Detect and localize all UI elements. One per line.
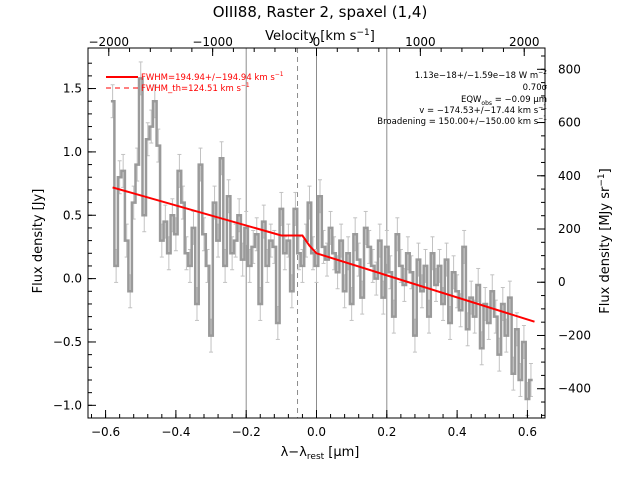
- legend: FWHM=194.94+/−194.94 km s−1 FWHM_th=124.…: [106, 71, 284, 94]
- y-axis-label: Flux density [Jy]: [31, 189, 46, 294]
- fit-annotations: 1.13e−18+/−1.59e−18 W m−2 0.70σ EQWobs =…: [377, 69, 547, 127]
- y-tick-label-4: 1.0: [63, 145, 82, 159]
- legend-fit-label: FWHM=194.94+/−194.94 km s−1: [141, 71, 284, 83]
- legend-fwhm-th-label: FWHM_th=124.51 km s−1: [141, 82, 250, 94]
- right-axis-label: Flux density [MJy sr−1]: [597, 168, 613, 313]
- x-axis-label: λ−λrest [μm]: [281, 445, 360, 462]
- y-tick-label-5: 1.5: [63, 82, 82, 96]
- right-tick-label-3: 200: [558, 222, 581, 236]
- x-tick-label-0: −0.6: [91, 425, 120, 439]
- right-tick-label-6: 800: [558, 62, 581, 76]
- top-axis-label: Velocity [km s−1]: [265, 28, 375, 44]
- annotation-sigma: 0.70σ: [523, 83, 548, 93]
- x-tick-label-6: 0.6: [518, 425, 537, 439]
- top-tick-label-1: −1000: [192, 35, 233, 49]
- right-tick-label-4: 400: [558, 169, 581, 183]
- x-tick-label-4: 0.2: [377, 425, 396, 439]
- right-tick-label-0: −400: [558, 382, 591, 396]
- x-tick-label-1: −0.4: [161, 425, 190, 439]
- x-tick-label-2: −0.2: [232, 425, 261, 439]
- annotation-eqw: EQWobs = −0.09 μm: [461, 95, 547, 107]
- top-tick-label-2: 0: [313, 35, 321, 49]
- top-tick-label-4: 2000: [509, 35, 540, 49]
- x-tick-label-3: 0.0: [307, 425, 326, 439]
- x-tick-label-5: 0.4: [448, 425, 467, 439]
- annotation-velocity: v = −174.53+/−17.44 km s−1: [419, 104, 547, 116]
- right-tick-label-5: 600: [558, 116, 581, 130]
- top-tick-label-0: −2000: [88, 35, 129, 49]
- y-tick-label-2: 0.0: [63, 272, 82, 286]
- y-tick-label-1: −0.5: [53, 335, 82, 349]
- right-tick-label-2: 0: [558, 275, 566, 289]
- annotation-broadening: Broadening = 150.00+/−150.00 km s−1: [377, 115, 547, 127]
- annotation-line-flux: 1.13e−18+/−1.59e−18 W m−2: [415, 69, 547, 81]
- y-tick-label-3: 0.5: [63, 208, 82, 222]
- chart-title: OIII88, Raster 2, spaxel (1,4): [213, 3, 428, 21]
- fit-line: [112, 186, 535, 323]
- y-tick-label-0: −1.0: [53, 398, 82, 412]
- right-tick-label-1: −200: [558, 328, 591, 342]
- top-tick-label-3: 1000: [405, 35, 436, 49]
